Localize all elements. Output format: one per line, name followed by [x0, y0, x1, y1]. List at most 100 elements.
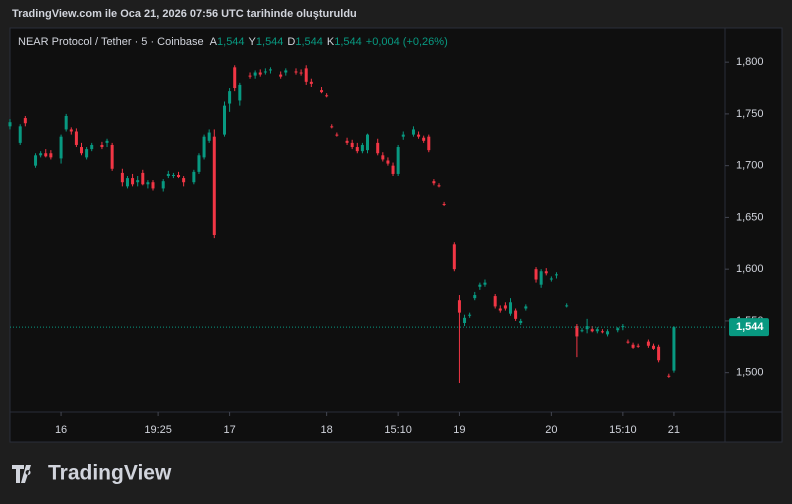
candle — [171, 172, 175, 179]
x-tick-label: 18 — [321, 424, 333, 436]
candle-body — [386, 160, 390, 164]
candle-body — [258, 72, 262, 75]
candle-body — [284, 70, 288, 73]
candle-body — [248, 75, 252, 77]
candle-body — [381, 155, 385, 160]
candle-body — [417, 134, 421, 137]
legend-value: 1,544 — [334, 36, 362, 48]
candle-body — [575, 326, 579, 337]
candle — [417, 131, 421, 139]
candle-body — [376, 142, 380, 154]
candle — [309, 78, 313, 87]
candle — [335, 132, 339, 137]
legend-key: A — [210, 36, 218, 48]
candle — [304, 65, 308, 85]
candle — [493, 294, 497, 309]
candle-body — [161, 181, 165, 189]
candle-body — [468, 314, 472, 316]
candle-body — [74, 131, 78, 145]
candle-body — [509, 302, 512, 314]
candle — [503, 302, 507, 311]
candle-body — [360, 144, 364, 152]
candle-body — [432, 181, 436, 184]
candle-body — [197, 155, 201, 172]
candle-body — [69, 129, 73, 132]
candle — [366, 133, 369, 154]
candle-body — [534, 269, 538, 280]
candle — [18, 124, 22, 145]
candle — [207, 129, 211, 143]
brand-logo: TradingView — [12, 462, 172, 485]
candle — [667, 373, 671, 378]
candle — [233, 65, 237, 92]
candle — [238, 82, 242, 106]
candle — [519, 318, 523, 326]
candle — [376, 138, 380, 156]
candle — [212, 129, 216, 239]
candle — [131, 173, 135, 187]
candle — [554, 272, 558, 279]
candle — [228, 88, 232, 112]
candle-body — [309, 81, 313, 84]
candle-body — [493, 296, 497, 307]
candle-body — [590, 329, 594, 332]
y-tick-label: 1,750 — [736, 108, 764, 120]
candle-body — [146, 182, 150, 185]
candle-body — [131, 178, 135, 185]
candle — [478, 282, 482, 290]
candle — [539, 269, 543, 288]
x-tick-label: 16 — [55, 424, 67, 436]
candle-body — [171, 174, 175, 177]
candle-body — [366, 134, 369, 151]
candle-body — [422, 137, 426, 141]
candle-body — [304, 68, 308, 82]
candle-body — [585, 326, 589, 330]
candle-body — [473, 295, 477, 299]
candle — [161, 179, 165, 192]
candle-body — [519, 320, 523, 323]
candle-body — [457, 300, 461, 313]
candle — [595, 327, 599, 334]
candle — [646, 339, 650, 348]
candle — [534, 267, 538, 283]
y-tick-label: 1,800 — [736, 56, 764, 68]
candle — [136, 176, 140, 187]
candle-body — [652, 345, 655, 349]
candle-body — [100, 144, 104, 148]
candle-body — [427, 136, 431, 151]
candle-body — [166, 173, 170, 177]
candle — [8, 119, 12, 130]
legend-value: 1,544 — [217, 36, 245, 48]
candle — [90, 142, 94, 152]
candle — [39, 151, 43, 158]
candle-body — [345, 140, 349, 143]
y-tick-label: 1,700 — [736, 160, 764, 172]
candle — [23, 115, 27, 127]
candle-body — [212, 136, 216, 236]
candle-body — [90, 144, 94, 150]
candle — [105, 138, 109, 148]
candle-body — [182, 178, 186, 183]
candle-body — [672, 327, 676, 371]
candle — [141, 169, 145, 186]
candle-body — [595, 329, 599, 332]
candle-body — [325, 95, 329, 97]
candle — [284, 68, 288, 76]
candle — [473, 291, 477, 301]
candle — [544, 268, 548, 276]
candle — [85, 147, 89, 160]
logo-icon — [12, 465, 31, 483]
x-tick-label: 15:10 — [609, 424, 637, 436]
candle-body — [514, 310, 518, 319]
candle — [100, 141, 104, 150]
candle — [636, 343, 640, 348]
legend-change: +0,004 (+0,26%) — [366, 36, 448, 48]
candle-body — [59, 136, 63, 159]
chart-title: TradingView.com ile Oca 21, 2026 07:56 U… — [12, 8, 357, 20]
candle-body — [192, 171, 196, 183]
candle-body — [34, 155, 38, 166]
candle-body — [49, 153, 53, 158]
candle-body — [616, 328, 620, 331]
